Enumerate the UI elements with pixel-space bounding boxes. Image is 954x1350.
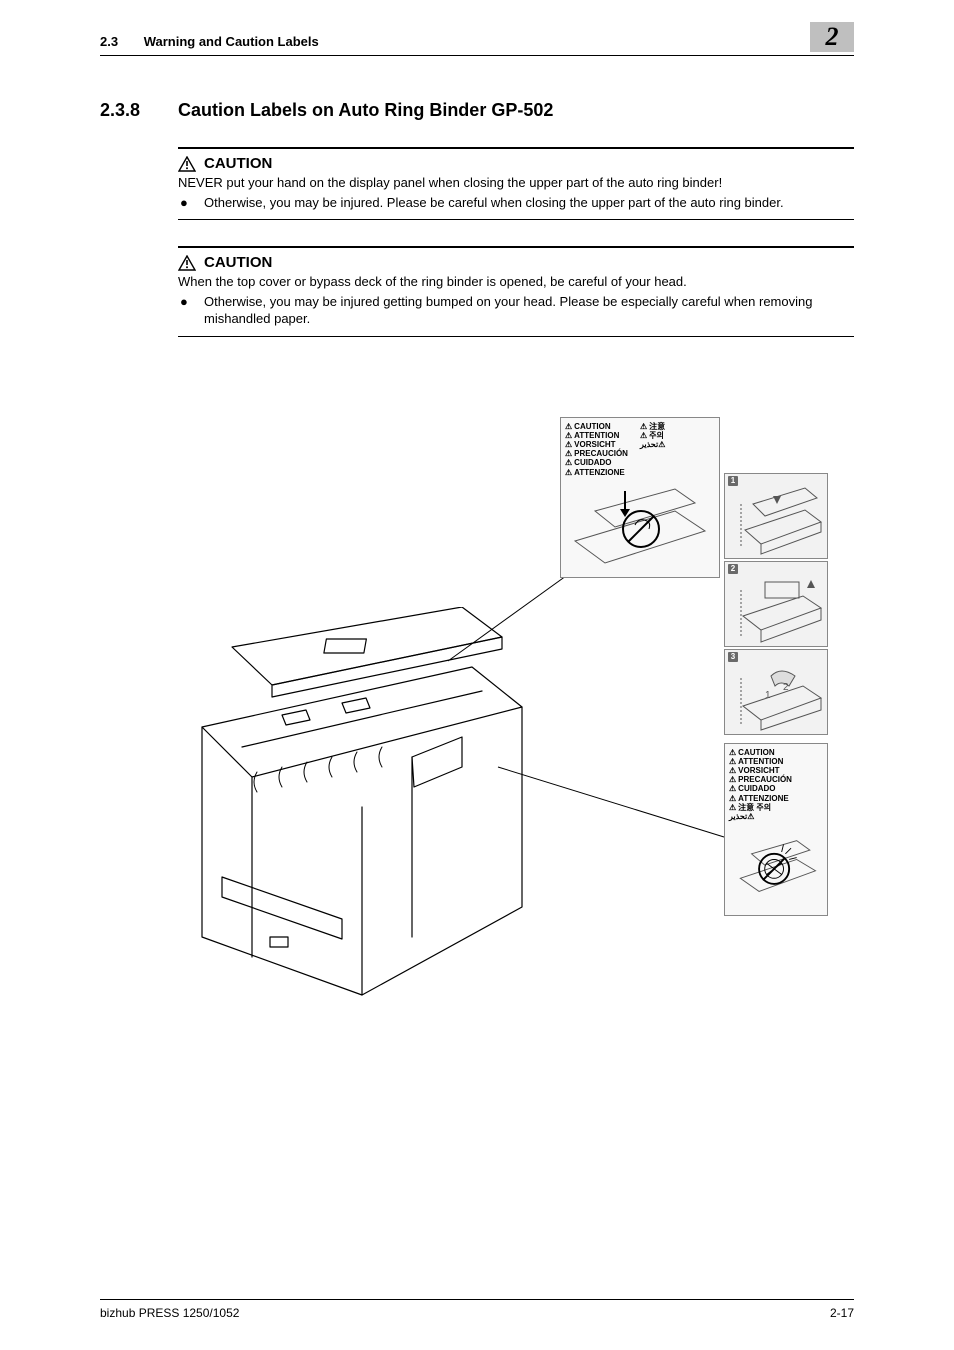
page-footer: bizhub PRESS 1250/1052 2-17 — [100, 1299, 854, 1320]
label-text: VORSICHT — [738, 766, 779, 775]
label-text: CUIDADO — [738, 784, 775, 793]
subsection-heading: 2.3.8 Caution Labels on Auto Ring Binder… — [100, 100, 854, 121]
label-text: 注意 — [649, 422, 665, 431]
caution-heading: CAUTION — [178, 155, 854, 172]
label-text: CAUTION — [738, 748, 774, 757]
step-number: 3 — [728, 652, 738, 662]
footer-product: bizhub PRESS 1250/1052 — [100, 1306, 239, 1320]
label-text: ATTENZIONE — [738, 794, 789, 803]
caution-note: NEVER put your hand on the display panel… — [178, 174, 854, 192]
bullet-text: Otherwise, you may be injured getting bu… — [204, 293, 854, 328]
label-text: PRECAUCIÓN — [738, 775, 792, 784]
bullet-text: Otherwise, you may be injured. Please be… — [204, 194, 784, 212]
step-panels: 1 2 — [724, 473, 828, 737]
diagram-area: ⚠CAUTION ⚠ATTENTION ⚠VORSICHT ⚠PRECAUCIÓ… — [178, 417, 854, 1057]
label-text: تحذير — [640, 440, 658, 449]
caution-bullet: ● Otherwise, you may be injured getting … — [178, 293, 854, 328]
caution-note: When the top cover or bypass deck of the… — [178, 273, 854, 291]
caution-bullet-list: ● Otherwise, you may be injured. Please … — [178, 194, 854, 212]
footer-page-number: 2-17 — [830, 1306, 854, 1320]
label-text: 注意 주의 — [738, 803, 771, 812]
step-number: 1 — [728, 476, 738, 486]
svg-text:1: 1 — [765, 690, 771, 701]
step-panel-3: 3 1 2 — [724, 649, 828, 735]
chapter-number: 2 — [826, 22, 839, 52]
caution-bullet: ● Otherwise, you may be injured. Please … — [178, 194, 854, 212]
caution-label-top: ⚠CAUTION ⚠ATTENTION ⚠VORSICHT ⚠PRECAUCIÓ… — [560, 417, 720, 578]
label-text: CUIDADO — [574, 458, 611, 467]
svg-text:2: 2 — [783, 682, 789, 693]
running-header: 2.3 Warning and Caution Labels — [100, 34, 854, 49]
step-pictogram — [725, 562, 829, 648]
label-text: ATTENTION — [574, 431, 619, 440]
header-text: 2.3 Warning and Caution Labels — [100, 34, 319, 49]
subsection-number: 2.3.8 — [100, 100, 178, 121]
warning-triangle-icon — [178, 255, 196, 271]
label-text: 주의 — [649, 431, 664, 440]
caution-rule — [178, 147, 854, 149]
label-text: VORSICHT — [574, 440, 615, 449]
caution-bullet-list: ● Otherwise, you may be injured getting … — [178, 293, 854, 328]
footer-rule — [100, 1299, 854, 1300]
device-illustration — [162, 607, 562, 997]
caution-heading-text: CAUTION — [204, 254, 272, 271]
subsection-title: Caution Labels on Auto Ring Binder GP-50… — [178, 100, 553, 121]
label-col2: ⚠注意 ⚠주의 تحذير ⚠ — [640, 422, 667, 477]
section-title: Warning and Caution Labels — [144, 34, 319, 49]
step-panel-1: 1 — [724, 473, 828, 559]
bullet-mark: ● — [178, 194, 204, 212]
label-pictogram-head — [729, 825, 823, 909]
step-pictogram — [725, 474, 829, 560]
caution-block-2: CAUTION When the top cover or bypass dec… — [178, 246, 854, 337]
label-text: PRECAUCIÓN — [574, 449, 628, 458]
label-text: تحذير — [729, 812, 747, 821]
step-pictogram: 1 2 — [725, 650, 829, 736]
header-rule — [100, 55, 854, 56]
step-number: 2 — [728, 564, 738, 574]
label-text: ATTENTION — [738, 757, 783, 766]
warning-triangle-icon — [178, 156, 196, 172]
caution-rule — [178, 219, 854, 220]
bullet-mark: ● — [178, 293, 204, 328]
label-col1: ⚠CAUTION ⚠ATTENTION ⚠VORSICHT ⚠PRECAUCIÓ… — [565, 422, 628, 477]
caution-heading-text: CAUTION — [204, 155, 272, 172]
caution-label-bottom: ⚠CAUTION ⚠ATTENTION ⚠VORSICHT ⚠PRECAUCIÓ… — [724, 743, 828, 917]
chapter-tab: 2 — [810, 22, 854, 52]
caution-rule — [178, 336, 854, 337]
caution-rule — [178, 246, 854, 248]
label-text: CAUTION — [574, 422, 610, 431]
label-text: ATTENZIONE — [574, 468, 625, 477]
caution-heading: CAUTION — [178, 254, 854, 271]
label-pictogram-hand — [565, 481, 715, 571]
caution-block-1: CAUTION NEVER put your hand on the displ… — [178, 147, 854, 220]
section-number: 2.3 — [100, 34, 118, 49]
step-panel-2: 2 — [724, 561, 828, 647]
